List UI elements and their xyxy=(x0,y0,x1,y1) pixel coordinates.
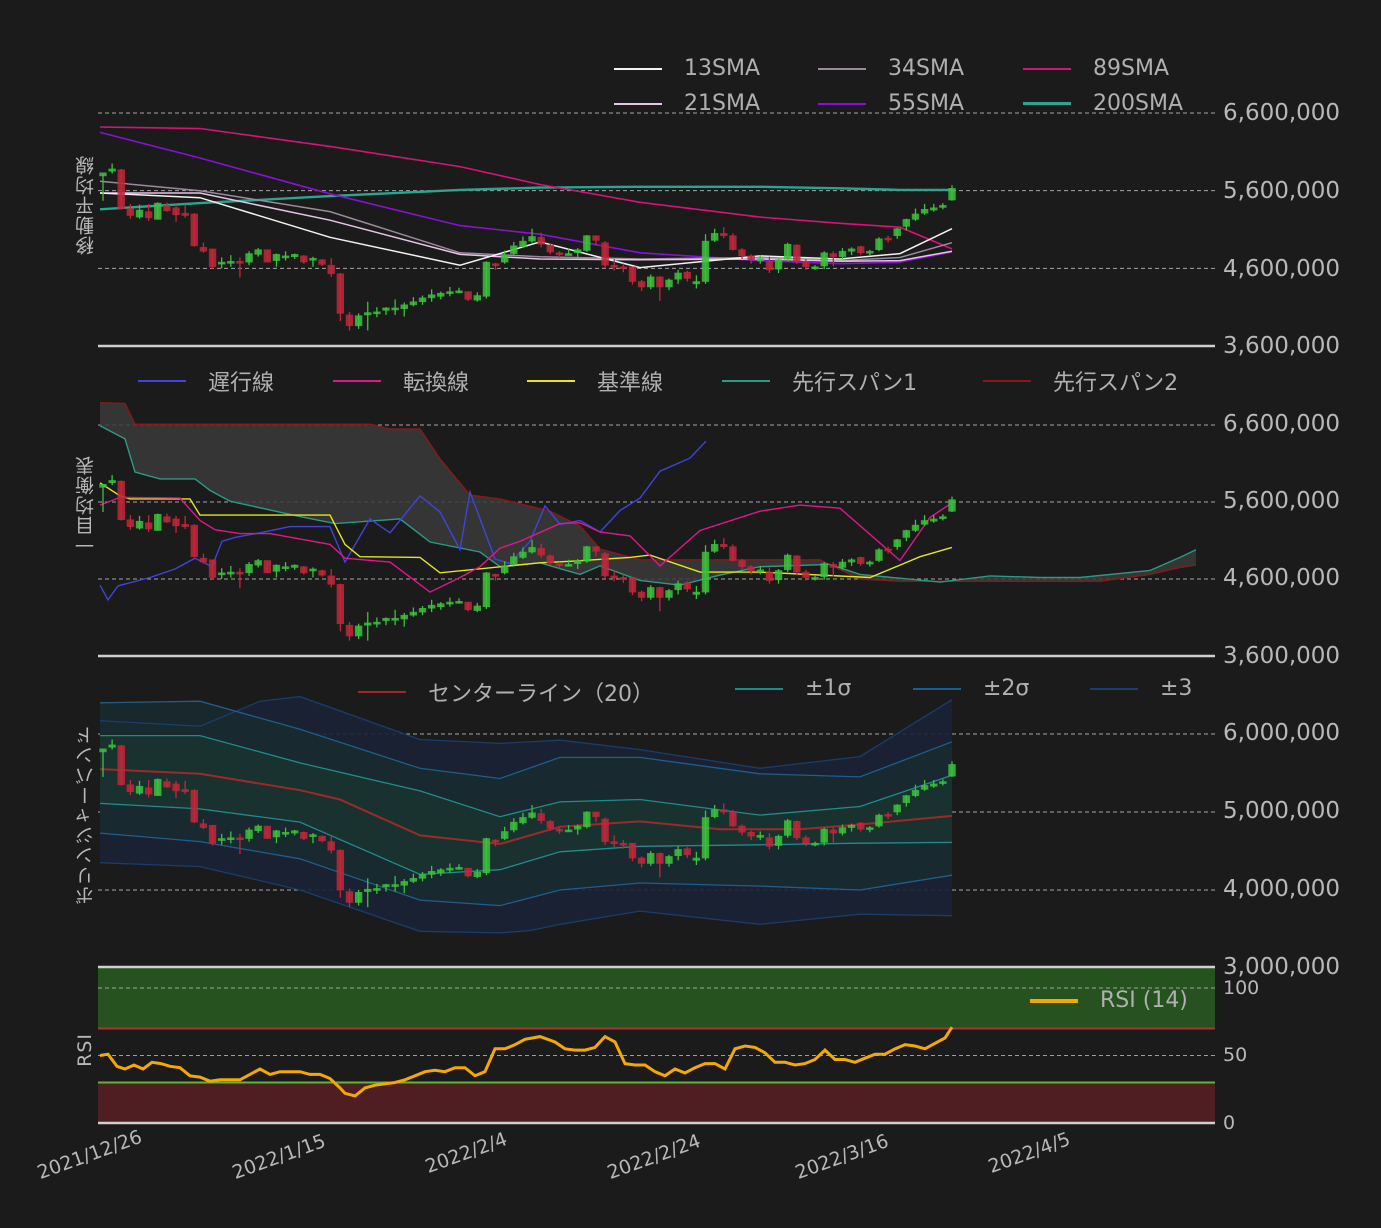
legend-sma-13: 13SMA xyxy=(614,56,760,81)
series-line xyxy=(99,192,953,269)
legend-label: 基準線 xyxy=(597,371,664,396)
series-line xyxy=(99,862,953,934)
legend-bb-1: ±1σ xyxy=(735,676,851,701)
legend-swatch xyxy=(1023,102,1071,105)
y-tick-sma: 3,600,000 xyxy=(1223,333,1341,359)
legend-chikou: 遅行線 xyxy=(138,365,274,397)
legend-label: 転換線 xyxy=(403,371,470,396)
y-tick-bollinger: 6,000,000 xyxy=(1223,720,1341,746)
legend-label: 55SMA xyxy=(888,91,964,116)
y-tick-ichimoku: 4,600,000 xyxy=(1223,565,1341,591)
legend-bb-3: ±3 xyxy=(1090,676,1192,701)
series-line xyxy=(99,180,953,262)
y-tick-rsi: 0 xyxy=(1223,1112,1236,1134)
series-line xyxy=(100,192,953,263)
legend-senkou2: 先行スパン2 xyxy=(983,365,1178,397)
legend-label: 21SMA xyxy=(684,91,760,116)
series-line xyxy=(99,802,953,876)
series-line xyxy=(99,425,1197,586)
panel-title-rsi: RSI xyxy=(74,1033,96,1067)
series-line xyxy=(99,1026,954,1098)
legend-label: 先行スパン2 xyxy=(1053,371,1179,396)
panel-title-bollinger: ボリンジャーバンド xyxy=(75,725,97,905)
y-tick-sma: 5,600,000 xyxy=(1223,178,1341,204)
legend-swatch xyxy=(1090,687,1138,690)
legend-sma-34: 34SMA xyxy=(818,56,964,81)
legend-bb-2: ±2σ xyxy=(913,676,1029,701)
panel-title-sma: 移動平均線 xyxy=(75,155,97,255)
legend-label: 遅行線 xyxy=(208,371,275,396)
legend-label: 13SMA xyxy=(684,56,760,81)
series-line xyxy=(99,482,953,579)
legend-sma-89: 89SMA xyxy=(1023,56,1169,81)
band-fill xyxy=(100,402,1196,586)
legend-sma-21: 21SMA xyxy=(614,91,760,116)
legend-label: ±3 xyxy=(1160,676,1193,701)
series-line xyxy=(99,695,953,769)
band-fill xyxy=(100,735,952,875)
legend-label: RSI (14) xyxy=(1100,988,1188,1013)
y-tick-rsi: 50 xyxy=(1223,1044,1248,1066)
legend-senkou1: 先行スパン1 xyxy=(722,365,917,397)
y-tick-ichimoku: 5,600,000 xyxy=(1223,488,1341,514)
series-line xyxy=(99,496,953,593)
legend-swatch xyxy=(983,380,1031,382)
legend-label: 34SMA xyxy=(888,56,964,81)
rsi-overbought-zone xyxy=(98,968,1215,1029)
legend-kijun: 基準線 xyxy=(527,365,663,397)
legend-label: 先行スパン1 xyxy=(792,371,918,396)
legend-swatch xyxy=(333,380,381,382)
legend-label: センターライン（20） xyxy=(428,682,654,707)
legend-swatch xyxy=(818,102,866,105)
legend-label: 200SMA xyxy=(1093,91,1183,116)
y-tick-ichimoku: 6,600,000 xyxy=(1223,411,1341,437)
legend-sma-55: 55SMA xyxy=(818,91,964,116)
y-tick-bollinger: 3,000,000 xyxy=(1223,954,1341,980)
legend-tenkan: 転換線 xyxy=(333,365,469,397)
legend-swatch xyxy=(358,691,406,693)
legend-swatch xyxy=(913,687,961,690)
y-tick-bollinger: 5,000,000 xyxy=(1223,798,1341,824)
panel-title-ichimoku: 一目均衡表 xyxy=(75,455,97,555)
y-tick-bollinger: 4,000,000 xyxy=(1223,876,1341,902)
band-fill xyxy=(100,701,952,906)
legend-label: ±1σ xyxy=(805,676,852,701)
series-line xyxy=(99,768,953,846)
legend-label: 89SMA xyxy=(1093,56,1169,81)
series-line xyxy=(99,700,953,780)
legend-label: ±2σ xyxy=(983,676,1030,701)
series-line xyxy=(99,832,953,907)
series-line xyxy=(100,734,953,818)
rsi-oversold-zone xyxy=(98,1082,1215,1123)
candles xyxy=(99,163,956,331)
y-tick-ichimoku: 3,600,000 xyxy=(1223,643,1341,669)
legend-swatch xyxy=(614,67,662,70)
legend-rsi: RSI (14) xyxy=(1030,988,1188,1013)
y-tick-sma: 6,600,000 xyxy=(1223,100,1341,126)
legend-swatch xyxy=(527,380,575,382)
candles xyxy=(99,475,956,641)
legend-swatch xyxy=(735,687,783,690)
legend-swatch xyxy=(138,380,186,382)
legend-bb-center: センターライン（20） xyxy=(358,676,654,708)
series-line xyxy=(99,402,1197,582)
candles xyxy=(99,739,956,908)
y-tick-sma: 4,600,000 xyxy=(1223,256,1341,282)
series-line xyxy=(99,126,953,250)
legend-swatch xyxy=(722,380,770,382)
legend-swatch xyxy=(1030,998,1078,1003)
legend-swatch xyxy=(818,67,866,70)
legend-swatch xyxy=(614,102,662,105)
y-tick-rsi: 100 xyxy=(1223,977,1260,999)
series-line xyxy=(99,185,952,211)
legend-sma-200: 200SMA xyxy=(1023,91,1183,116)
legend-swatch xyxy=(1023,67,1071,70)
